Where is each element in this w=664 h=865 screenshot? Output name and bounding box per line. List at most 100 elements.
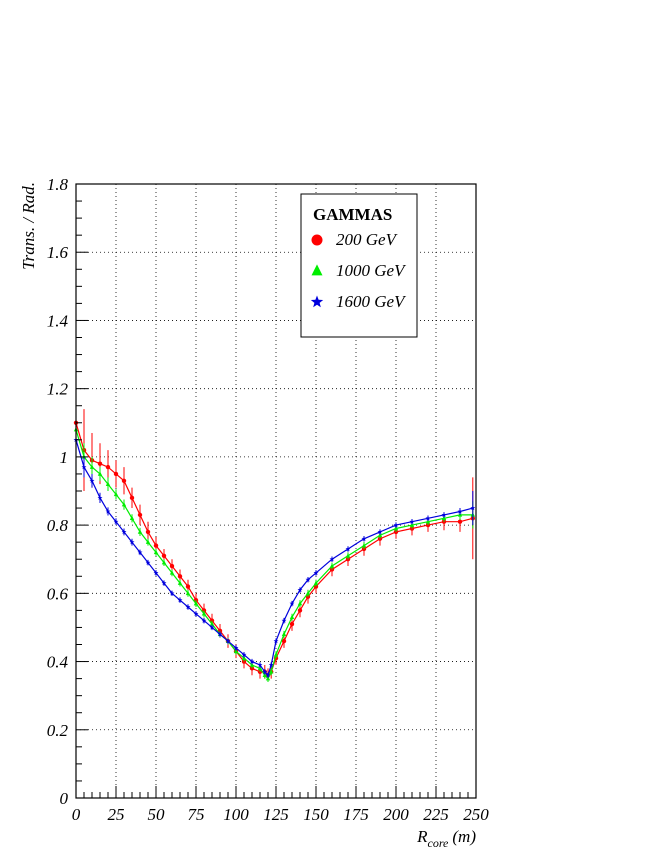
data-point <box>225 638 231 644</box>
data-point <box>105 508 111 514</box>
data-point <box>121 478 127 483</box>
data-point <box>153 570 159 575</box>
series-200-gev <box>73 320 475 683</box>
data-point <box>129 495 135 501</box>
data-point <box>177 574 183 579</box>
data-point <box>97 471 103 476</box>
data-point <box>262 672 267 677</box>
data-point <box>161 553 167 559</box>
data-point <box>257 665 263 671</box>
series-line <box>75 439 473 677</box>
series-layer <box>73 320 476 683</box>
data-point <box>113 519 119 524</box>
axes: 0 25 50 75 100 125 150 175 200 225 250 0 0.2 0.4 0.6 0.… <box>47 175 490 824</box>
data-point <box>169 563 175 569</box>
y-tick-label: 1.8 <box>47 175 69 194</box>
data-point <box>137 529 143 534</box>
data-point <box>345 546 351 552</box>
x-tick-label: 150 <box>303 805 329 824</box>
data-point <box>289 614 295 619</box>
data-point <box>281 618 287 623</box>
legend-marker <box>311 234 323 246</box>
data-point <box>241 655 247 660</box>
data-point <box>113 471 119 477</box>
y-axis-title: Trans. / Rad. <box>19 182 38 270</box>
data-point <box>249 658 255 664</box>
data-point <box>121 502 127 507</box>
data-point <box>361 536 367 541</box>
data-point <box>201 611 207 616</box>
data-point <box>97 495 103 500</box>
y-tick-label: 0.8 <box>47 516 69 535</box>
data-point <box>153 549 159 555</box>
data-point <box>289 600 295 606</box>
x-axis-title: Rcore (m) <box>416 827 476 850</box>
data-point <box>233 645 239 651</box>
legend-marker <box>310 295 324 308</box>
data-point <box>457 519 463 524</box>
data-point <box>409 519 415 524</box>
data-point <box>241 652 247 657</box>
legend-label: 1000 GeV <box>336 261 407 280</box>
data-point <box>137 549 143 555</box>
data-point <box>97 461 103 466</box>
data-point <box>129 515 135 521</box>
data-point <box>81 464 87 470</box>
legend-marker <box>311 264 323 276</box>
data-point <box>145 539 151 544</box>
data-point <box>249 662 255 667</box>
data-point <box>281 631 287 637</box>
data-point <box>185 604 191 610</box>
data-point <box>161 559 167 565</box>
data-point <box>393 525 399 531</box>
data-point <box>361 542 367 548</box>
y-tick-label: 0.6 <box>47 584 69 603</box>
data-point <box>297 608 303 613</box>
data-point <box>377 529 383 535</box>
data-point <box>89 464 95 469</box>
data-point <box>89 478 95 483</box>
data-point <box>217 631 223 637</box>
x-tick-label: 125 <box>263 805 289 824</box>
data-point <box>177 597 183 603</box>
data-point <box>470 505 476 511</box>
data-point <box>169 590 175 596</box>
x-tick-label: 200 <box>383 805 409 824</box>
legend-label: 200 GeV <box>336 230 399 249</box>
data-point <box>313 570 319 575</box>
series-1000-gev <box>73 402 475 683</box>
y-tick-label: 1.2 <box>47 380 69 399</box>
data-point <box>233 648 239 654</box>
data-point <box>425 519 431 524</box>
data-point <box>305 577 311 582</box>
x-tick-label: 175 <box>343 805 369 824</box>
data-point <box>262 669 268 674</box>
data-point <box>209 624 215 630</box>
data-point <box>457 508 463 514</box>
y-tick-label: 1.4 <box>47 311 69 330</box>
y-tick-label: 0 <box>60 789 69 808</box>
y-tick-label: 1 <box>60 448 69 467</box>
x-tick-label: 50 <box>148 805 166 824</box>
data-point <box>305 590 311 596</box>
data-point <box>105 464 111 470</box>
x-axis-title-main: R <box>416 827 428 846</box>
x-tick-label: 100 <box>223 805 249 824</box>
data-point <box>161 580 167 586</box>
x-tick-label: 225 <box>423 805 449 824</box>
data-point <box>129 539 135 545</box>
x-axis-title-sub: core <box>428 836 450 850</box>
x-tick-label: 0 <box>72 805 81 824</box>
data-point <box>281 638 287 644</box>
data-point <box>268 662 274 668</box>
y-tick-label: 0.4 <box>47 653 69 672</box>
y-tick-label: 0.2 <box>47 721 69 740</box>
y-tick-label: 1.6 <box>47 243 69 262</box>
data-point <box>209 621 215 626</box>
x-tick-label: 25 <box>108 805 125 824</box>
legend: GAMMAS 200 GeV 1000 GeV 1600 GeV <box>300 193 418 338</box>
data-point <box>153 543 159 548</box>
data-point <box>441 515 447 521</box>
